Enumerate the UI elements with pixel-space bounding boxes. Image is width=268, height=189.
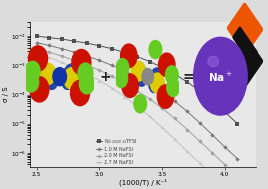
Text: +: + <box>99 70 111 84</box>
Text: =: = <box>183 70 194 84</box>
X-axis label: (1000/T) / K⁻¹: (1000/T) / K⁻¹ <box>119 178 167 186</box>
Legend: N$_{2(2020)13}$TFSI, 1.0 M NaFSI, 2.0 M NaFSI, 2.7 M NaFSI: N$_{2(2020)13}$TFSI, 1.0 M NaFSI, 2.0 M … <box>96 137 138 165</box>
Y-axis label: σ / S: σ / S <box>3 87 9 102</box>
